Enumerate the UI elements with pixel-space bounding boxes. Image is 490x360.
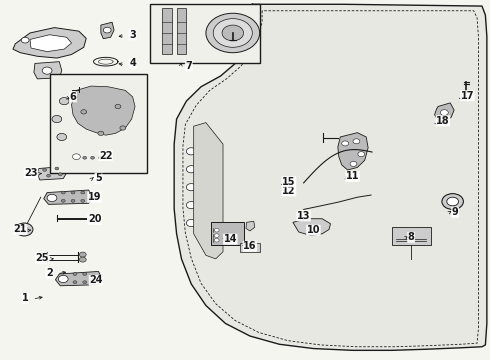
Circle shape	[222, 25, 244, 41]
Circle shape	[52, 116, 62, 123]
Circle shape	[358, 152, 365, 157]
Circle shape	[83, 273, 87, 275]
Text: 4: 4	[129, 58, 136, 68]
Polygon shape	[34, 62, 62, 79]
Circle shape	[42, 67, 52, 74]
Circle shape	[79, 252, 86, 257]
Bar	[162, 8, 172, 54]
Circle shape	[213, 19, 252, 47]
Text: 3: 3	[129, 30, 136, 40]
Text: 13: 13	[297, 211, 310, 221]
Text: 12: 12	[282, 186, 296, 196]
Circle shape	[342, 141, 348, 146]
Circle shape	[214, 238, 219, 242]
Text: 14: 14	[223, 234, 237, 244]
Circle shape	[115, 104, 121, 109]
Circle shape	[57, 134, 67, 140]
Text: 15: 15	[282, 177, 296, 187]
Circle shape	[103, 27, 111, 33]
Bar	[150, 4, 260, 63]
Circle shape	[214, 228, 219, 232]
Circle shape	[447, 197, 459, 206]
Bar	[240, 243, 260, 252]
Text: 24: 24	[89, 275, 103, 285]
Circle shape	[21, 37, 29, 43]
Circle shape	[81, 110, 87, 114]
Circle shape	[55, 167, 59, 170]
Bar	[176, 8, 186, 54]
Circle shape	[73, 154, 80, 159]
Polygon shape	[293, 219, 331, 235]
Text: 19: 19	[88, 192, 101, 202]
Text: 9: 9	[452, 207, 459, 217]
Circle shape	[58, 275, 68, 283]
Bar	[392, 227, 431, 244]
Text: 21: 21	[14, 225, 27, 234]
Circle shape	[186, 148, 196, 155]
Text: 1: 1	[22, 293, 28, 303]
Polygon shape	[338, 133, 368, 170]
Circle shape	[47, 194, 57, 202]
Circle shape	[83, 281, 87, 284]
Circle shape	[442, 194, 464, 210]
Circle shape	[61, 199, 65, 202]
Circle shape	[353, 139, 360, 144]
Circle shape	[441, 110, 448, 116]
Text: 16: 16	[243, 241, 257, 251]
Circle shape	[120, 126, 126, 130]
Bar	[211, 222, 244, 244]
Circle shape	[59, 98, 69, 105]
Circle shape	[73, 273, 77, 275]
Circle shape	[186, 184, 196, 191]
Text: 6: 6	[70, 92, 76, 102]
Circle shape	[71, 191, 75, 194]
Polygon shape	[44, 190, 93, 204]
Circle shape	[71, 199, 75, 202]
Text: 22: 22	[99, 150, 113, 161]
Circle shape	[186, 202, 196, 209]
Bar	[49, 74, 147, 173]
Text: 8: 8	[408, 232, 415, 242]
Text: 5: 5	[95, 173, 102, 183]
Circle shape	[61, 191, 65, 194]
Circle shape	[91, 156, 95, 159]
Text: 25: 25	[35, 253, 49, 263]
Polygon shape	[194, 123, 223, 259]
Polygon shape	[72, 151, 107, 165]
Text: 20: 20	[88, 215, 101, 224]
Text: 7: 7	[185, 61, 192, 71]
Circle shape	[81, 199, 85, 202]
Circle shape	[20, 226, 28, 232]
Circle shape	[15, 223, 33, 236]
Circle shape	[98, 131, 104, 135]
Circle shape	[186, 220, 196, 226]
Circle shape	[214, 234, 219, 237]
Circle shape	[79, 257, 86, 262]
Text: 18: 18	[436, 116, 450, 126]
Circle shape	[350, 161, 357, 166]
Circle shape	[206, 13, 260, 53]
Polygon shape	[246, 221, 255, 231]
Circle shape	[58, 173, 62, 176]
Polygon shape	[30, 35, 72, 51]
Text: 11: 11	[346, 171, 359, 181]
Polygon shape	[37, 166, 67, 180]
Circle shape	[73, 281, 77, 284]
Polygon shape	[435, 103, 454, 122]
Circle shape	[83, 156, 87, 159]
Circle shape	[81, 191, 85, 194]
Polygon shape	[55, 271, 102, 286]
Circle shape	[47, 174, 50, 177]
Text: 23: 23	[24, 168, 38, 178]
Text: 2: 2	[46, 268, 53, 278]
Text: 10: 10	[307, 225, 320, 235]
Polygon shape	[101, 22, 114, 39]
Polygon shape	[72, 86, 135, 135]
Text: 17: 17	[461, 91, 474, 101]
Circle shape	[186, 166, 196, 173]
Polygon shape	[13, 28, 86, 58]
Polygon shape	[174, 4, 487, 350]
Circle shape	[43, 168, 47, 171]
Circle shape	[98, 156, 102, 159]
